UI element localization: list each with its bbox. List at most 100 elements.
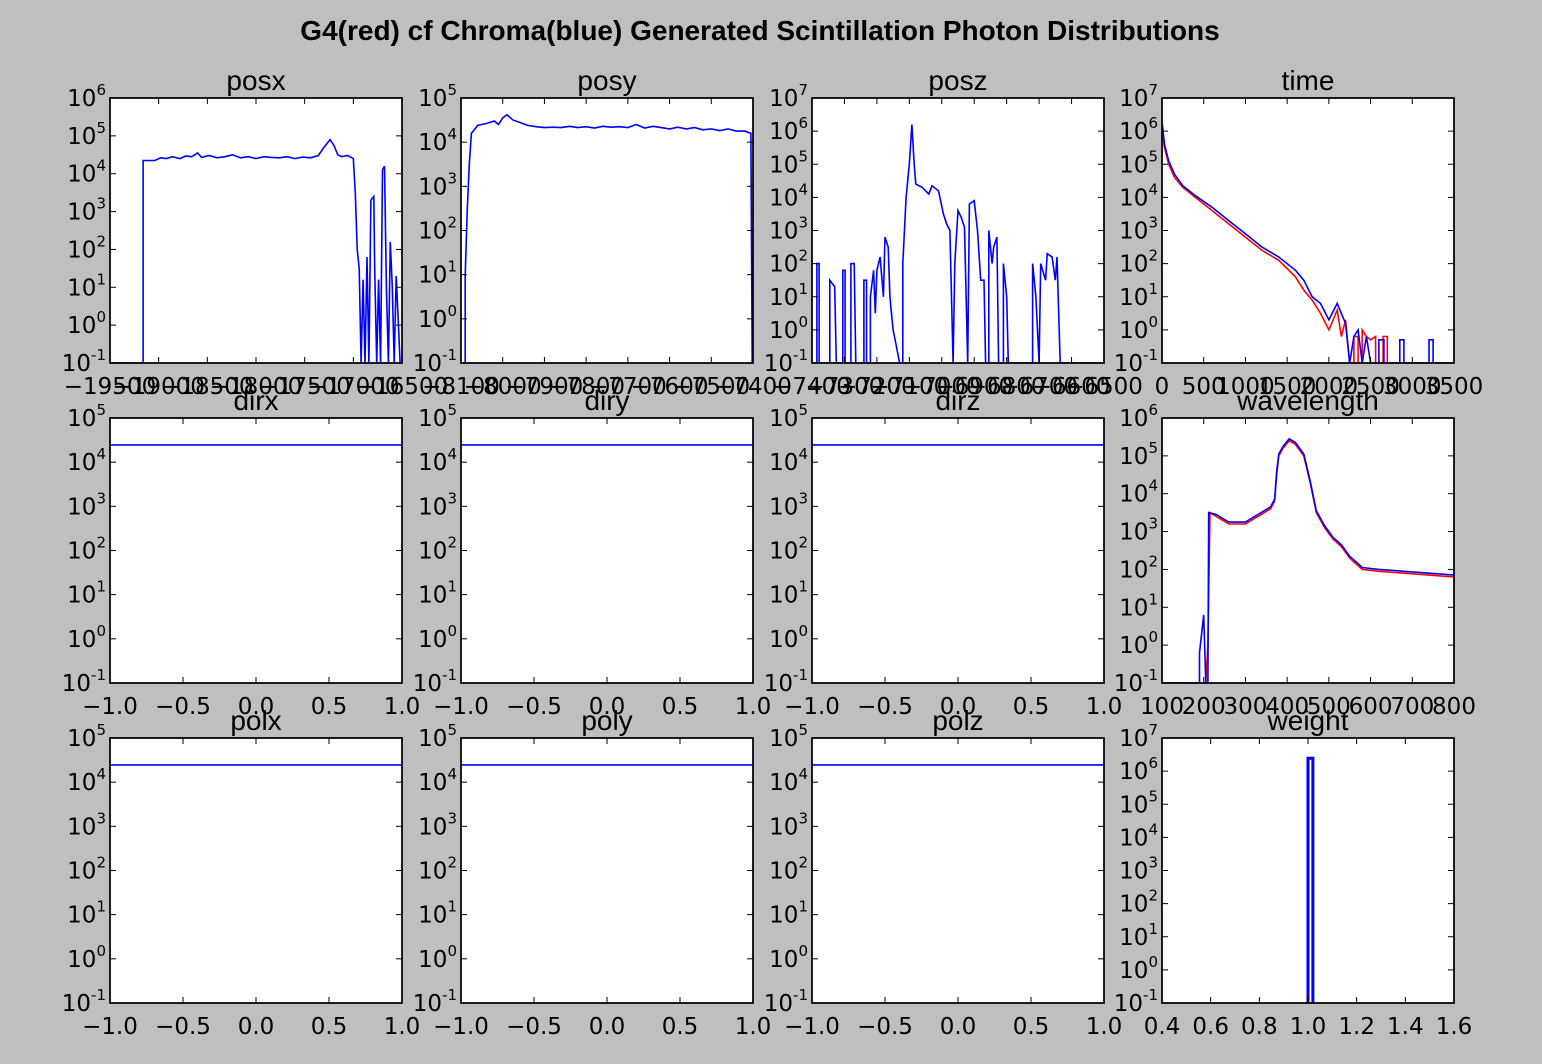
x-tick-label: 1.0	[384, 694, 421, 720]
x-tick-label: 0.8	[1241, 1014, 1278, 1040]
x-tick-label: −18000	[210, 374, 302, 400]
y-tick-label: 101	[769, 898, 808, 929]
y-tick-label: 103	[1119, 214, 1158, 245]
y-tick-label: 100	[1119, 953, 1158, 984]
x-tick-label: 1.0	[1086, 694, 1123, 720]
y-tick-label: 103	[769, 809, 808, 840]
x-tick-label: 2000	[1300, 374, 1359, 400]
x-tick-label: −7000	[903, 374, 981, 400]
plot-area	[1161, 97, 1455, 364]
y-tick-label: 105	[1119, 439, 1158, 470]
series-line-blue	[1306, 756, 1315, 1003]
y-tick-label: 106	[1119, 114, 1158, 145]
y-tick-label: 105	[67, 401, 106, 432]
x-tick-label: 1.2	[1338, 1014, 1375, 1040]
y-tick-label: 106	[769, 114, 808, 145]
y-tick-label: 100	[67, 942, 106, 973]
y-tick-label: 105	[769, 147, 808, 178]
x-tick-label: 600	[1349, 694, 1393, 720]
y-tick-label: 105	[418, 401, 457, 432]
x-tick-label: 300	[1223, 694, 1267, 720]
y-tick-label: 106	[1119, 401, 1158, 432]
x-tick-label: 200	[1182, 694, 1226, 720]
panel-title: dirz	[935, 385, 980, 416]
x-tick-label: −7600	[631, 374, 709, 400]
y-tick-label: 101	[769, 280, 808, 311]
x-tick-label: 500	[1307, 694, 1351, 720]
panel-title: posz	[928, 65, 987, 96]
y-tick-label: 104	[67, 765, 106, 796]
y-tick-label: 102	[67, 534, 106, 565]
y-tick-label: 104	[769, 765, 808, 796]
x-tick-label: 0	[1155, 374, 1170, 400]
y-tick-label: 107	[769, 81, 808, 112]
y-tick-label: 10-1	[1114, 666, 1158, 697]
x-tick-label: 700	[1390, 694, 1434, 720]
y-tick-label: 101	[769, 578, 808, 609]
y-tick-label: 101	[418, 258, 457, 289]
y-tick-label: 105	[769, 721, 808, 752]
x-tick-label: −7100	[870, 374, 948, 400]
panel-title: posy	[577, 65, 636, 96]
y-tick-label: 103	[418, 169, 457, 200]
y-tick-label: 102	[769, 854, 808, 885]
panel-title: polz	[932, 705, 983, 736]
x-tick-label: −17500	[258, 374, 350, 400]
plot-area	[109, 97, 403, 364]
x-tick-label: −1.0	[433, 694, 489, 720]
y-tick-label: 104	[418, 765, 457, 796]
x-tick-label: −19500	[64, 374, 156, 400]
y-tick-label: 10-1	[413, 986, 457, 1017]
x-tick-label: −8100	[422, 374, 500, 400]
x-tick-label: 0.6	[1192, 1014, 1229, 1040]
x-tick-label: −7400	[773, 374, 851, 400]
y-tick-label: 10-1	[62, 666, 106, 697]
x-tick-label: 0.5	[662, 1014, 699, 1040]
x-tick-label: −7200	[838, 374, 916, 400]
x-tick-label: 1.0	[1290, 1014, 1327, 1040]
x-tick-label: −0.5	[155, 694, 211, 720]
y-tick-label: 101	[67, 270, 106, 301]
plot-area	[811, 97, 1105, 364]
series-line-blue	[461, 113, 753, 363]
y-tick-label: 104	[418, 125, 457, 156]
panel-title: diry	[584, 385, 629, 416]
x-tick-label: 500	[1182, 374, 1226, 400]
panel-posx: 10-1 100 101 102 103 104 105 106 −19500−19000−18…	[62, 65, 448, 400]
x-tick-label: 800	[1432, 694, 1476, 720]
panel-wavelength: 10-1100101102103104105106100200300400500…	[1114, 385, 1476, 720]
x-tick-label: −7300	[806, 374, 884, 400]
x-tick-label: −1.0	[784, 1014, 840, 1040]
y-tick-label: 101	[418, 898, 457, 929]
x-tick-label: −1.0	[82, 1014, 138, 1040]
y-tick-label: 104	[769, 180, 808, 211]
y-tick-label: 10-1	[62, 986, 106, 1017]
y-tick-label: 100	[1119, 313, 1158, 344]
panel-title: posx	[226, 65, 285, 96]
y-tick-label: 106	[1119, 754, 1158, 785]
panel-title: dirx	[233, 385, 278, 416]
x-tick-label: 400	[1265, 694, 1309, 720]
plot-area	[460, 417, 754, 684]
x-tick-label: 0.0	[589, 1014, 626, 1040]
panel-dirz: 10-1 100 101 102 103 104 105 −1.0 −0.5 0.0 0.5 1.0 d…	[764, 385, 1123, 720]
y-tick-label: 104	[1119, 820, 1158, 851]
y-tick-label: 10-1	[1114, 986, 1158, 1017]
x-tick-label: 3000	[1383, 374, 1442, 400]
x-tick-label: −7500	[672, 374, 750, 400]
y-tick-label: 102	[1119, 552, 1158, 583]
y-tick-label: 10-1	[413, 346, 457, 377]
y-tick-label: 101	[67, 898, 106, 929]
plot-area	[460, 97, 754, 364]
x-tick-label: 3500	[1425, 374, 1484, 400]
y-tick-label: 103	[769, 214, 808, 245]
x-tick-label: −6500	[1065, 374, 1143, 400]
y-tick-label: 102	[769, 534, 808, 565]
panel-posy: 10-1 100 101 102 103 104 105 −8100−8000−7900−78…	[413, 65, 792, 400]
y-tick-label: 105	[418, 81, 457, 112]
x-tick-label: 1.0	[384, 1014, 421, 1040]
y-tick-label: 102	[769, 247, 808, 278]
y-tick-label: 103	[769, 489, 808, 520]
series-line-red	[1162, 127, 1454, 363]
